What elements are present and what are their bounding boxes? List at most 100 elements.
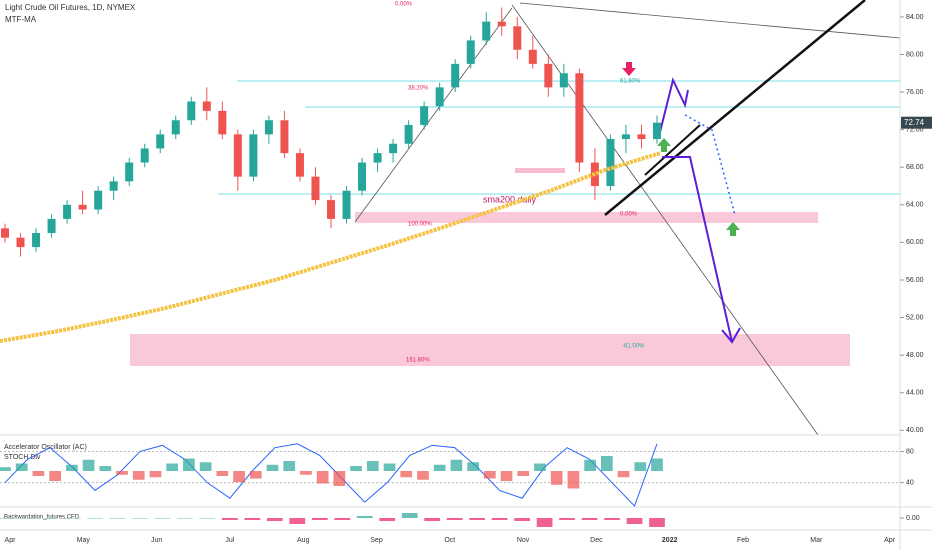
candle-body	[311, 176, 320, 201]
candle-body	[621, 134, 630, 140]
y-tick-label: 48.00	[906, 352, 924, 359]
fib-label: 38.20%	[408, 86, 429, 92]
candle-body	[249, 134, 258, 177]
bar	[581, 518, 598, 520]
x-tick-label: Apr	[5, 537, 17, 544]
bar	[15, 463, 28, 471]
bar	[617, 471, 630, 478]
y-tick-label: 60.00	[906, 239, 924, 246]
bar	[626, 518, 643, 524]
bar	[584, 459, 596, 471]
zone	[515, 168, 565, 173]
candle-body	[606, 139, 615, 187]
bar	[32, 471, 45, 476]
bar	[634, 462, 647, 471]
bar	[116, 471, 128, 475]
x-tick-label: Jul	[225, 537, 234, 544]
fib-label: 100.00%	[408, 222, 432, 228]
candle-body	[575, 73, 584, 163]
fib-label: 0.00%	[620, 212, 638, 218]
bar	[176, 518, 193, 519]
fib-label: 61.80%	[620, 79, 641, 85]
candle-body	[63, 204, 72, 219]
bar	[559, 518, 575, 520]
indicator-name: STOCH Div	[4, 454, 41, 461]
candle-body	[653, 122, 661, 140]
bar	[0, 518, 13, 519]
y-tick-label: 52.00	[906, 314, 924, 321]
bar	[289, 518, 306, 524]
bar	[0, 467, 11, 471]
trendline	[604, 0, 866, 216]
bar	[199, 518, 216, 519]
candle-body	[94, 190, 103, 210]
y-tick-label: 80	[906, 448, 914, 455]
bar	[483, 471, 496, 479]
bar	[467, 462, 479, 471]
bar	[216, 471, 229, 476]
y-tick-label: 56.00	[906, 277, 924, 284]
bar	[417, 471, 429, 480]
bar	[433, 464, 446, 471]
candle-body	[16, 237, 25, 248]
candle-body	[171, 120, 180, 135]
candle-body	[327, 200, 335, 219]
fib-label: 0.00%	[395, 2, 413, 8]
projection	[684, 114, 736, 216]
candle-body	[280, 120, 289, 154]
bar	[109, 518, 126, 519]
candle-body	[559, 73, 568, 88]
x-tick-label: Feb	[737, 537, 749, 544]
bar	[166, 463, 179, 471]
y-tick-label: 64.00	[906, 202, 924, 209]
candle-body	[218, 110, 227, 135]
bar	[249, 471, 262, 479]
trendline	[519, 2, 901, 39]
bar	[244, 518, 261, 520]
bar	[154, 518, 171, 519]
candle-body	[528, 49, 537, 64]
bar	[42, 518, 58, 519]
bar	[491, 518, 508, 520]
bar	[446, 518, 463, 520]
bar	[469, 518, 486, 520]
fib-label: 161.80%	[406, 358, 430, 364]
bar	[266, 518, 283, 521]
projection	[659, 77, 689, 133]
bar	[383, 463, 396, 471]
arrow-icon	[657, 138, 671, 152]
bar	[221, 518, 238, 520]
chart-title: Light Crude Oil Futures, 1D, NYMEX	[5, 3, 136, 12]
candle-body	[140, 148, 149, 163]
bar	[651, 458, 663, 471]
indicator-name: Backwardation_futures CFD	[4, 515, 80, 521]
bar	[514, 518, 530, 521]
candle-body	[32, 233, 41, 248]
projection	[662, 156, 733, 343]
bar	[517, 471, 530, 476]
bar	[424, 518, 441, 521]
x-tick-label: Nov	[517, 537, 530, 544]
price-label: 72.74	[904, 118, 925, 127]
sma-label: sma200 daily	[483, 194, 537, 204]
x-tick-label: Sep	[370, 537, 383, 544]
candle-body	[497, 21, 506, 27]
bar	[366, 461, 379, 471]
x-tick-label: 2022	[662, 537, 678, 544]
candle-body	[544, 63, 553, 88]
bar	[333, 471, 346, 486]
zone	[355, 212, 818, 223]
y-tick-label: 44.00	[906, 390, 924, 397]
candle-body	[264, 120, 273, 135]
bar	[87, 518, 103, 519]
y-tick-label: 76.00	[906, 89, 924, 96]
candle-body	[233, 134, 242, 177]
bar	[49, 471, 62, 481]
candle-body	[1, 228, 9, 238]
candle-body	[202, 101, 211, 111]
candle-body	[187, 101, 196, 121]
bar	[350, 466, 362, 471]
fib-label: -61.00%	[622, 344, 645, 350]
